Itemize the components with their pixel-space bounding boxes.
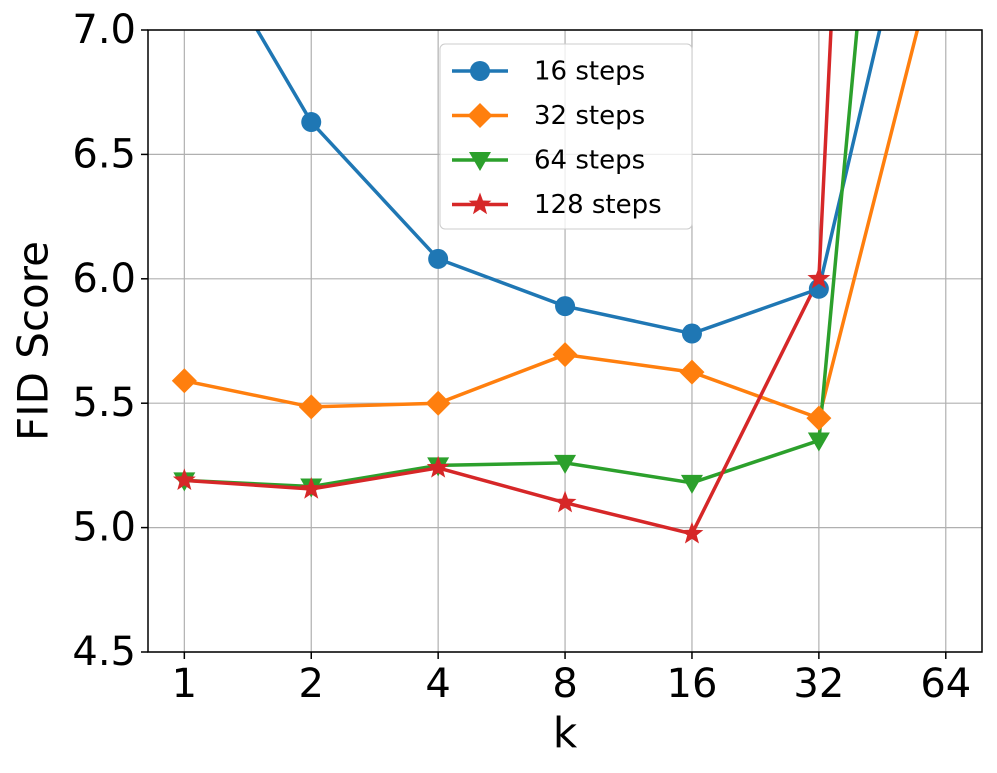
x-tick-label: 4 bbox=[425, 661, 450, 707]
legend-label: 32 steps bbox=[534, 101, 645, 131]
marker bbox=[171, 368, 197, 394]
x-tick-label: 8 bbox=[552, 661, 577, 707]
ticks: 4.5 5.0 5.5 6.0 6.5 7.0 1 2 4 8 16 32 64 bbox=[72, 7, 971, 707]
marker bbox=[680, 474, 703, 494]
y-tick-label: 5.0 bbox=[72, 505, 136, 551]
x-tick-label: 32 bbox=[793, 661, 844, 707]
x-tick-label: 64 bbox=[920, 661, 971, 707]
legend-marker bbox=[469, 152, 491, 171]
marker bbox=[681, 323, 702, 344]
marker bbox=[680, 521, 704, 544]
legend-box bbox=[439, 43, 693, 230]
legend: 16 steps 32 steps 64 steps 128 steps bbox=[439, 43, 693, 230]
marker bbox=[807, 432, 830, 452]
x-tick-label: 1 bbox=[172, 661, 197, 707]
marker bbox=[428, 248, 449, 269]
y-tick-label: 5.5 bbox=[72, 380, 136, 426]
marker bbox=[172, 468, 196, 491]
marker bbox=[679, 359, 705, 385]
legend-label: 64 steps bbox=[534, 146, 645, 176]
marker bbox=[298, 394, 324, 420]
y-tick-label: 7.0 bbox=[72, 7, 136, 53]
marker bbox=[425, 390, 451, 416]
marker bbox=[553, 490, 577, 513]
x-axis-label: k bbox=[553, 709, 578, 758]
y-tick-label: 6.5 bbox=[72, 131, 136, 177]
y-tick-label: 4.5 bbox=[72, 629, 136, 675]
y-axis-label: FID Score bbox=[9, 241, 58, 441]
marker bbox=[299, 477, 323, 499]
marker bbox=[555, 296, 576, 317]
legend-label: 16 steps bbox=[534, 57, 645, 87]
plot-area bbox=[171, 30, 920, 544]
x-tick-label: 16 bbox=[667, 661, 718, 707]
y-tick-label: 6.0 bbox=[72, 256, 136, 302]
marker bbox=[552, 342, 578, 368]
marker bbox=[554, 454, 577, 474]
marker bbox=[426, 455, 450, 478]
marker bbox=[806, 405, 832, 431]
x-tick-label: 2 bbox=[299, 661, 324, 707]
legend-marker bbox=[467, 103, 493, 128]
marker bbox=[301, 112, 322, 133]
legend-label: 128 steps bbox=[534, 190, 662, 220]
legend-marker bbox=[470, 61, 490, 81]
legend-marker bbox=[468, 192, 492, 215]
marker bbox=[807, 266, 831, 289]
